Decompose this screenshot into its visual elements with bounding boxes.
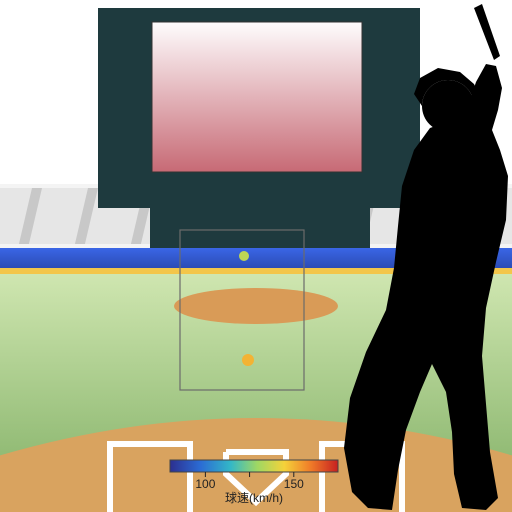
colorbar-label: 球速(km/h) <box>225 491 283 505</box>
colorbar-tick-label: 100 <box>195 477 215 491</box>
colorbar-tick-label: 150 <box>284 477 304 491</box>
chart-svg: 100 150 球速(km/h) <box>0 0 512 512</box>
pitchers-mound <box>174 288 338 324</box>
pitch-marker <box>242 354 254 366</box>
scoreboard-base <box>150 208 370 248</box>
colorbar-gradient <box>170 460 338 472</box>
scoreboard-screen <box>152 22 362 172</box>
pitch-marker <box>239 251 249 261</box>
pitch-location-chart: 100 150 球速(km/h) <box>0 0 512 512</box>
